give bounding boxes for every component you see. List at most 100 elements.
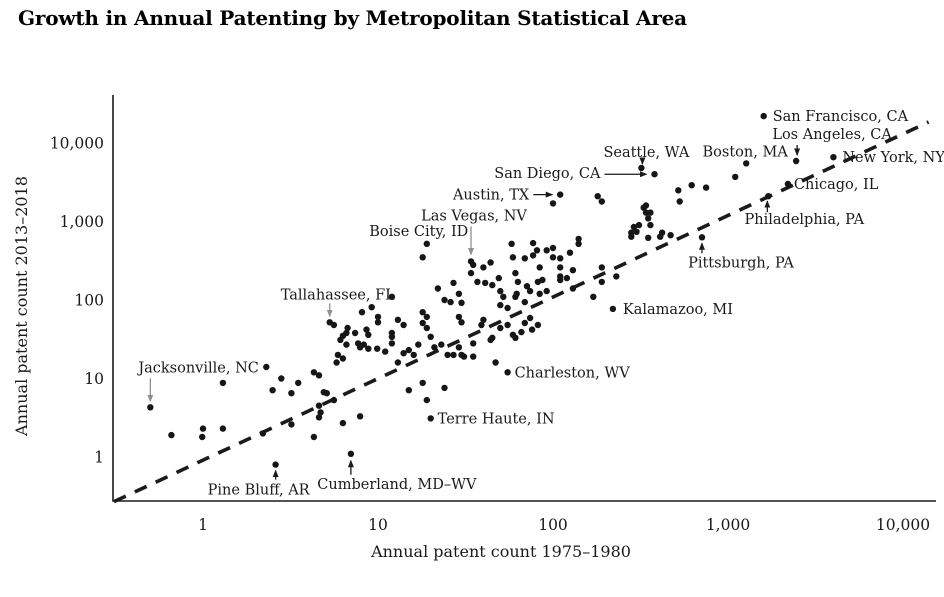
data-point [598, 278, 605, 286]
city-point [760, 112, 767, 120]
data-point [356, 413, 364, 420]
city-label: Los Angeles, CA [772, 127, 892, 143]
data-point [497, 287, 504, 295]
data-point [269, 387, 276, 394]
data-point [566, 249, 574, 256]
data-point [514, 278, 522, 286]
data-point [569, 285, 577, 292]
data-point [529, 239, 537, 247]
data-point [315, 414, 323, 421]
data-point [431, 344, 438, 351]
data-point [423, 396, 430, 404]
data-point [278, 375, 285, 382]
data-point [263, 363, 270, 371]
x-axis-title: Annual patent count 1975–1980 [370, 542, 631, 561]
y-axis-title: Annual patent count 2013–2018 [12, 176, 31, 437]
data-point [288, 390, 295, 397]
data-point [482, 279, 489, 287]
data-point [450, 279, 457, 287]
data-point [543, 247, 550, 254]
data-point [480, 316, 487, 323]
data-point [594, 193, 601, 200]
data-point [732, 173, 739, 181]
data-point [423, 324, 430, 332]
data-point [467, 269, 475, 277]
data-point [557, 255, 564, 262]
city-label: San Diego, CA [494, 166, 601, 182]
data-point [495, 274, 502, 282]
data-point [388, 329, 396, 337]
city-label: Tallahassee, FL [281, 287, 395, 303]
data-point [219, 425, 227, 432]
city-point [504, 369, 511, 376]
data-point [497, 301, 504, 309]
data-point [508, 240, 515, 247]
city-point [743, 160, 750, 167]
data-point [487, 259, 494, 266]
city-point [830, 154, 837, 161]
data-point [317, 409, 324, 416]
chart-title: Growth in Annual Patenting by Metropolit… [18, 6, 687, 30]
data-point [382, 348, 389, 355]
data-point [526, 314, 534, 322]
data-point [339, 419, 347, 427]
data-point [450, 351, 457, 359]
data-point [374, 345, 381, 352]
data-point [509, 331, 517, 338]
data-point [676, 198, 683, 205]
data-point [441, 384, 448, 392]
data-point [667, 232, 674, 239]
data-point [500, 293, 507, 300]
data-point [323, 390, 330, 397]
data-point [642, 209, 650, 216]
data-point [635, 221, 643, 229]
data-point [410, 351, 417, 359]
city-point [326, 319, 333, 326]
data-point [441, 296, 448, 304]
data-point [343, 341, 350, 348]
data-point [598, 264, 605, 271]
data-point [628, 233, 635, 240]
data-point [354, 340, 362, 347]
data-point [480, 264, 487, 271]
data-point [647, 221, 654, 229]
data-point [365, 331, 372, 338]
city-point [792, 157, 800, 165]
data-point [295, 379, 302, 387]
data-point [259, 430, 267, 437]
data-point [434, 285, 442, 292]
city-point [272, 461, 279, 468]
data-point [438, 341, 445, 348]
data-point [504, 304, 511, 312]
data-point [458, 319, 465, 326]
data-point [423, 313, 430, 321]
data-point [543, 287, 550, 295]
city-label: Philadelphia, PA [745, 212, 865, 228]
city-point [147, 404, 154, 411]
data-point [374, 313, 382, 321]
x-tick-label: 1,000 [706, 516, 750, 534]
data-point [334, 351, 342, 359]
y-tick-label: 1 [94, 449, 104, 467]
city-point [784, 180, 792, 188]
data-point [512, 293, 519, 300]
city-point [427, 415, 434, 422]
data-point [405, 387, 412, 394]
data-point [575, 235, 582, 243]
data-point [534, 321, 542, 329]
data-point [492, 359, 499, 366]
data-point [487, 336, 494, 344]
data-point [575, 240, 582, 247]
data-point [333, 359, 340, 366]
y-tick-label: 1,000 [60, 213, 104, 231]
data-point [688, 182, 695, 189]
city-label: San Francisco, CA [773, 109, 909, 125]
data-point [630, 223, 638, 231]
data-point [458, 351, 465, 359]
data-point [533, 247, 541, 254]
data-point [388, 340, 396, 347]
data-point [365, 345, 372, 352]
x-tick-label: 10 [368, 516, 388, 534]
data-point [168, 431, 175, 439]
